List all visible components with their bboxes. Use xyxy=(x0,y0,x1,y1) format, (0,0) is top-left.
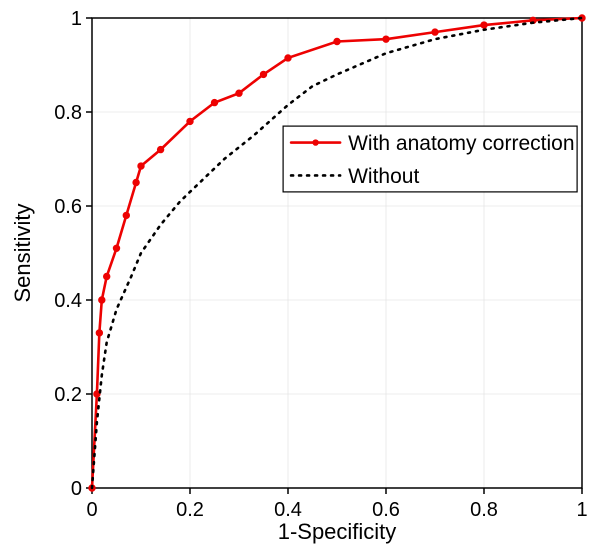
series-marker-0 xyxy=(113,245,119,251)
y-tick-label: 0.4 xyxy=(54,290,82,312)
series-marker-0 xyxy=(104,273,110,279)
series-marker-0 xyxy=(432,29,438,35)
y-tick-label: 0.8 xyxy=(54,102,82,124)
series-marker-0 xyxy=(187,118,193,124)
series-marker-0 xyxy=(133,179,139,185)
series-marker-0 xyxy=(260,71,266,77)
series-line-0 xyxy=(92,18,582,488)
legend-sample-marker xyxy=(312,139,318,145)
x-tick-label: 0 xyxy=(86,499,97,521)
series-marker-0 xyxy=(138,163,144,169)
series-marker-0 xyxy=(481,22,487,28)
y-axis-label: Sensitivity xyxy=(10,203,35,302)
x-tick-label: 0.2 xyxy=(176,499,204,521)
series-marker-0 xyxy=(96,330,102,336)
legend-label-1: Without xyxy=(348,165,419,188)
x-axis-label: 1-Specificity xyxy=(278,519,397,544)
x-tick-label: 1 xyxy=(576,499,587,521)
x-tick-label: 0.4 xyxy=(274,499,302,521)
y-tick-label: 0.2 xyxy=(54,384,82,406)
series-marker-0 xyxy=(383,36,389,42)
series-marker-0 xyxy=(211,99,217,105)
y-tick-label: 0 xyxy=(71,478,82,500)
series-marker-0 xyxy=(285,55,291,61)
legend-label-0: With anatomy correction xyxy=(348,132,574,155)
roc-chart: 0 0.2 0.4 0.6 0.8 1 0 0.2 0.4 0.6 0.8 1 1-Specificit… xyxy=(0,0,601,547)
x-tick-label: 0.6 xyxy=(372,499,400,521)
series-marker-0 xyxy=(123,212,129,218)
series-marker-0 xyxy=(99,297,105,303)
series-marker-0 xyxy=(157,146,163,152)
y-tick-label: 0.6 xyxy=(54,196,82,218)
x-tick-label: 0.8 xyxy=(470,499,498,521)
y-tick-label: 1 xyxy=(71,8,82,30)
series-marker-0 xyxy=(334,38,340,44)
series-line-1 xyxy=(92,18,582,488)
plot-box xyxy=(92,18,582,488)
series-marker-0 xyxy=(236,90,242,96)
